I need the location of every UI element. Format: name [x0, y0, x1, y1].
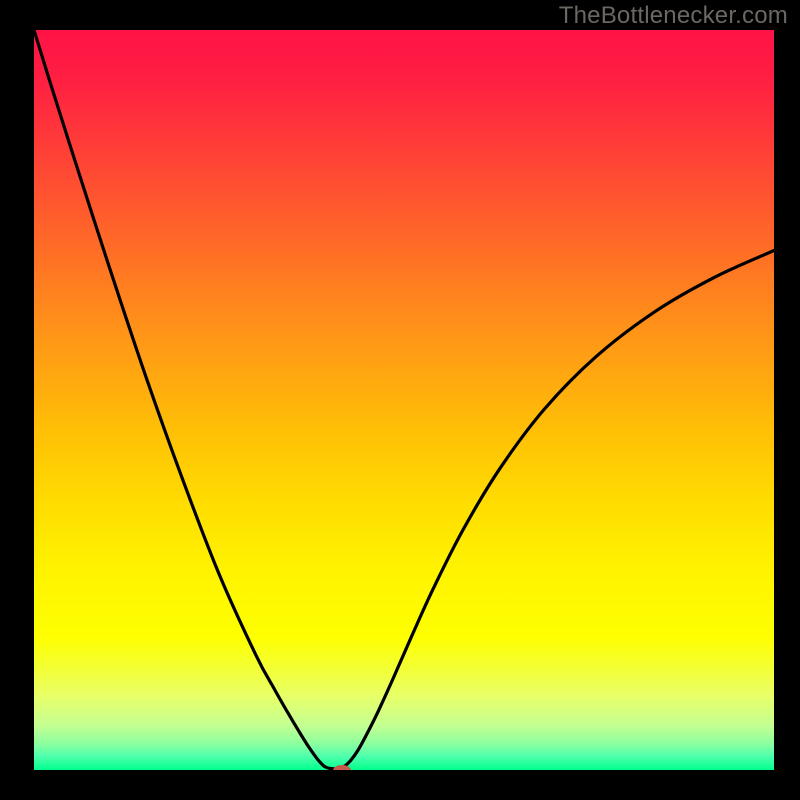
chart-frame: TheBottlenecker.com [0, 0, 800, 800]
bottleneck-curve [34, 30, 774, 769]
watermark-text: TheBottlenecker.com [559, 2, 788, 30]
bottleneck-curve-svg [34, 30, 774, 770]
plot-area [34, 30, 774, 770]
